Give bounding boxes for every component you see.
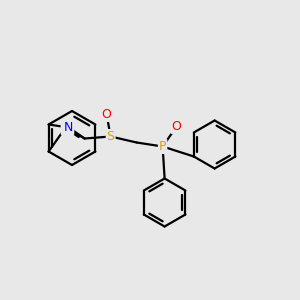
Text: O: O — [172, 120, 182, 133]
Text: S: S — [106, 130, 115, 143]
Text: S: S — [61, 121, 70, 134]
Text: P: P — [159, 140, 166, 153]
Text: N: N — [64, 121, 73, 134]
Text: O: O — [102, 108, 112, 121]
